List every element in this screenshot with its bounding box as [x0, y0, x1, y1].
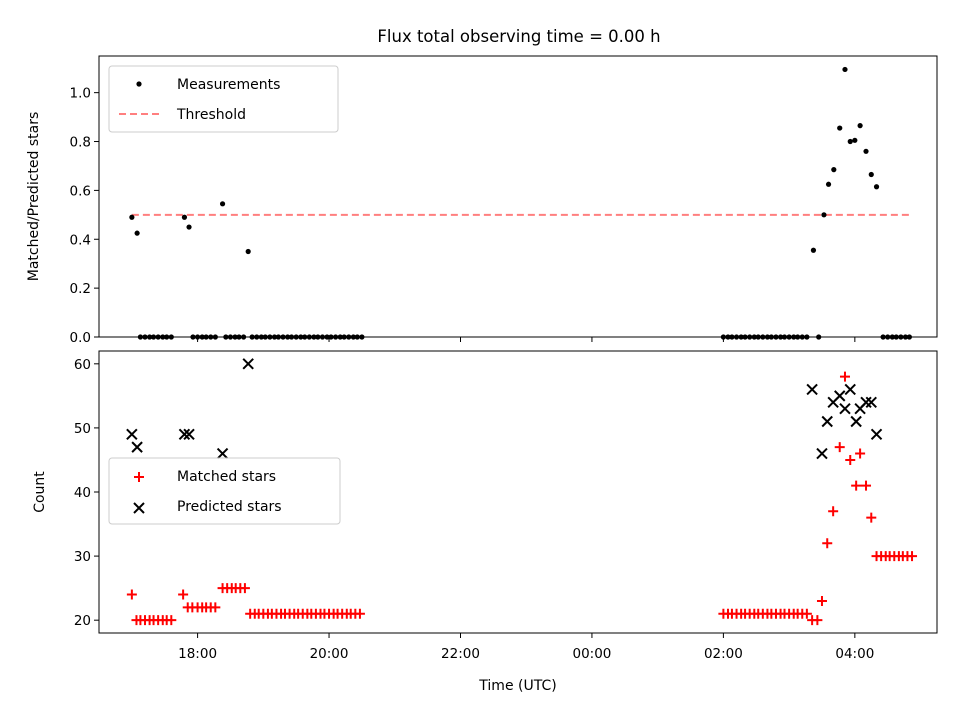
y-tick-label: 0.4 [70, 232, 91, 248]
measurement-point [181, 214, 188, 220]
matched-point [822, 538, 833, 549]
matched-point [851, 480, 862, 491]
matched-point [828, 506, 839, 517]
predicted-point [126, 428, 138, 441]
y-tick-label: 50 [74, 421, 91, 437]
y-tick-label: 0.2 [70, 281, 91, 297]
measurement-point [810, 247, 817, 253]
chart-title: Flux total observing time = 0.00 h [377, 27, 660, 46]
measurement-point [847, 138, 853, 145]
measurement-point [831, 167, 837, 173]
y-tick-label: 30 [74, 549, 91, 565]
legend-matched-marker [134, 472, 144, 482]
ratio-legend: Measurements Threshold [108, 65, 339, 133]
count-panel: 20 30 40 50 60 18:00 20:00 22:00 00:00 02:00 04:0… [32, 350, 938, 662]
x-tick-label: 22:00 [441, 646, 480, 662]
measurement-point [837, 125, 843, 131]
measurement-point [842, 66, 848, 73]
matched-point [839, 371, 850, 382]
matched-point [816, 595, 827, 606]
count-y-axis-label: Count [32, 471, 48, 513]
legend-predicted-marker [133, 502, 145, 514]
x-tick-label: 02:00 [704, 646, 743, 662]
matched-point [855, 448, 866, 459]
matched-point [801, 608, 812, 619]
legend-box [108, 457, 341, 525]
matched-point [126, 589, 137, 600]
predicted-point [131, 441, 143, 453]
legend-predicted-label: Predicted stars [177, 499, 282, 515]
x-tick-label: 00:00 [572, 646, 611, 662]
predicted-point [821, 415, 833, 428]
measurement-point [245, 248, 251, 255]
matched-point [239, 583, 250, 594]
y-tick-label: 1.0 [70, 86, 91, 102]
measurement-point [863, 148, 869, 154]
y-tick-label: 0.6 [70, 183, 91, 199]
matched-point [354, 608, 365, 619]
y-tick-label: 20 [74, 613, 91, 629]
legend-measurements-label: Measurements [177, 77, 280, 93]
x-axis-label: Time (UTC) [478, 678, 556, 694]
matched-point [907, 551, 918, 562]
x-tick-label: 20:00 [310, 646, 349, 662]
ratio-y-axis-label: Matched/Predicted stars [26, 112, 42, 282]
y-tick-label: 0.0 [70, 330, 91, 346]
predicted-point [865, 396, 877, 408]
measurement-point [825, 181, 832, 187]
predicted-point [850, 415, 862, 428]
ratio-panel: 0.0 0.2 0.4 0.6 0.8 1.0 Matched/Predicted sta… [26, 55, 938, 346]
measurement-point [134, 230, 140, 236]
measurement-point [186, 224, 192, 230]
predicted-point [806, 383, 818, 396]
measurement-point [129, 214, 135, 220]
matched-point [812, 615, 823, 626]
predicted-point [870, 428, 883, 441]
y-tick-label: 0.8 [70, 135, 91, 151]
legend-box [108, 65, 339, 133]
predicted-point [242, 358, 254, 370]
y-tick-label: 40 [74, 485, 91, 501]
x-tick-label: 04:00 [835, 646, 874, 662]
matched-point [834, 442, 845, 453]
matched-point [178, 589, 189, 600]
ratio-plot-frame [98, 55, 938, 338]
measurement-point [852, 137, 858, 143]
matched-point [166, 615, 177, 626]
predicted-point [844, 383, 856, 396]
legend-measurements-marker [136, 81, 142, 87]
predicted-point [183, 428, 195, 441]
measurement-point [868, 171, 874, 178]
measurement-point [821, 212, 827, 218]
legend-matched-label: Matched stars [177, 469, 276, 485]
matched-point [845, 454, 856, 465]
measurement-point [873, 184, 880, 190]
y-tick-label: 60 [74, 357, 91, 373]
matched-point [861, 480, 872, 491]
count-legend: Matched stars Predicted stars [108, 457, 341, 525]
predicted-point [834, 390, 846, 402]
predicted-point [178, 428, 191, 441]
predicted-point [216, 447, 229, 460]
predicted-point [816, 447, 828, 460]
legend-threshold-label: Threshold [176, 107, 246, 123]
measurement-point [219, 201, 226, 207]
matched-point [866, 512, 877, 523]
measurement-point [857, 123, 863, 129]
matched-point [210, 602, 221, 613]
x-tick-label: 18:00 [178, 646, 217, 662]
predicted-point [839, 402, 851, 415]
